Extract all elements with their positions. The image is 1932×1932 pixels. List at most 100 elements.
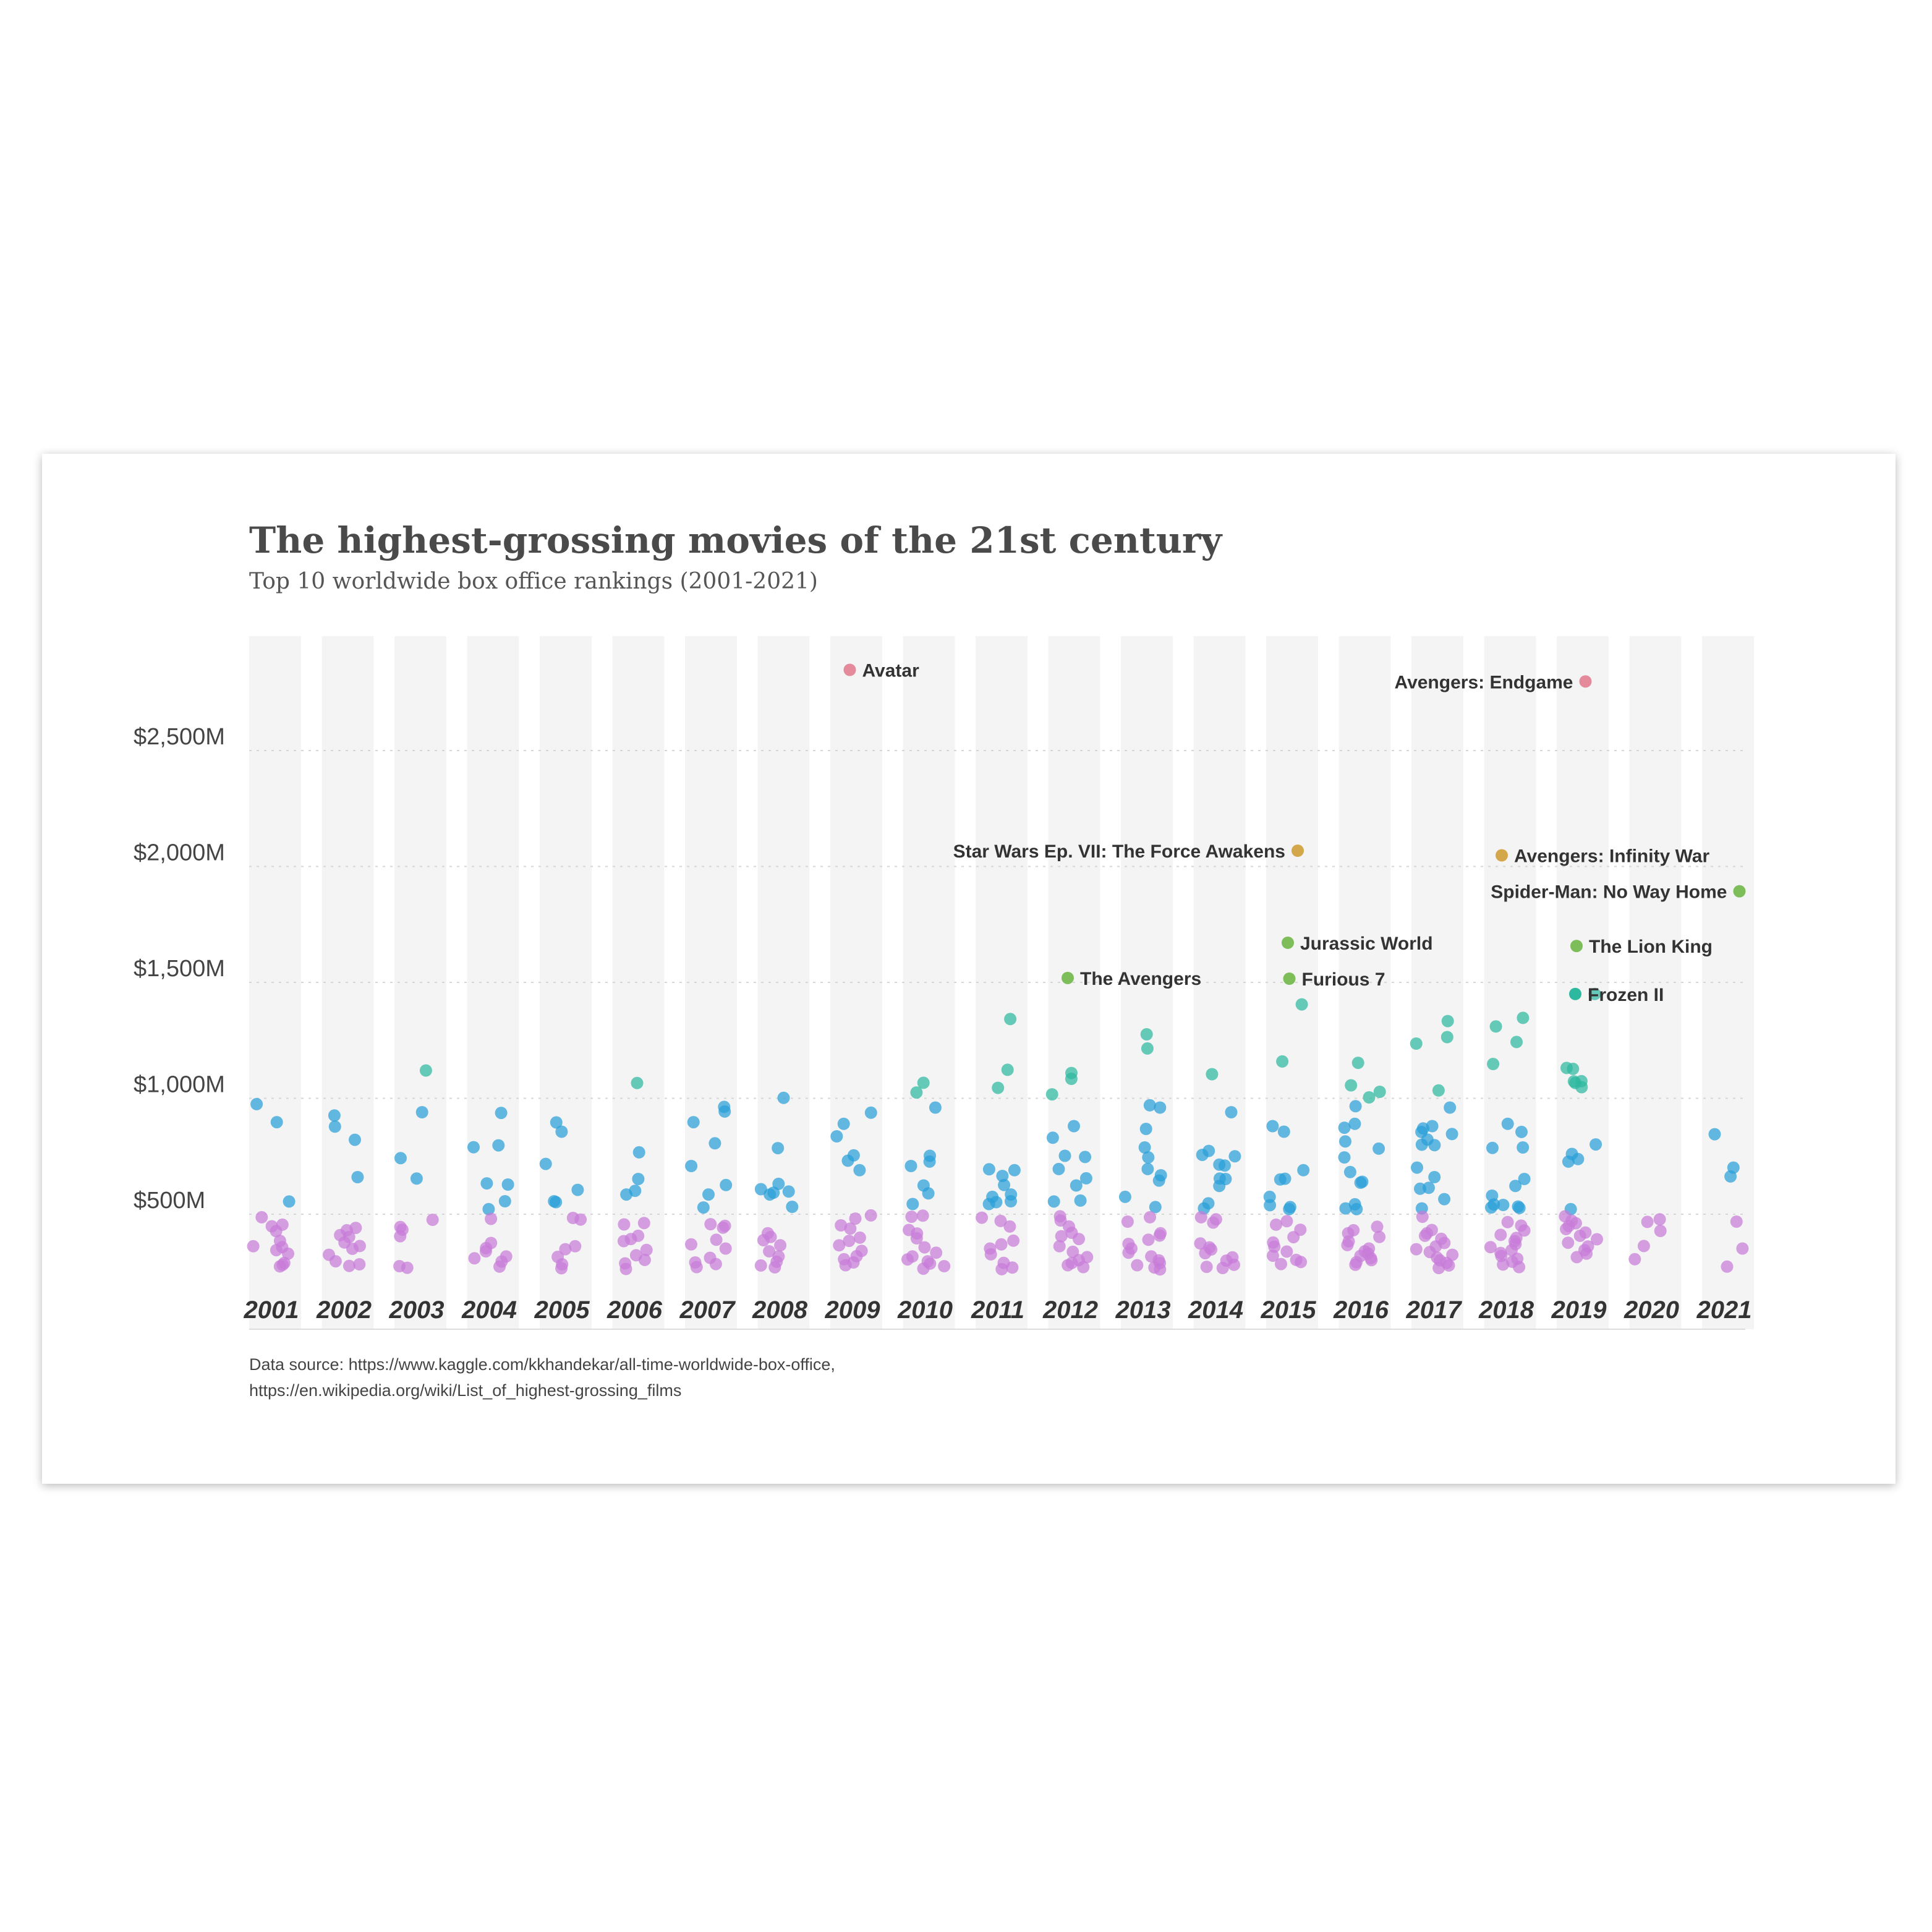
data-point [539,1157,552,1170]
data-point [1736,1242,1749,1255]
data-point [632,1146,645,1159]
data-point [904,1160,917,1172]
data-point [1428,1139,1441,1152]
data-point [938,1260,951,1272]
annotated-point [1062,971,1074,984]
data-point [1283,1202,1296,1215]
data-point [1142,1151,1155,1164]
gridlines [249,750,1745,1215]
data-point [1264,1199,1277,1212]
y-tick-label: $1,000M [134,1072,225,1098]
data-point [1371,1220,1384,1233]
annotated-point [1282,936,1294,949]
data-point [918,1241,931,1254]
data-point [1373,1086,1386,1098]
annotation-label: Jurassic World [1300,934,1433,954]
data-point [1001,1063,1014,1076]
data-point [833,1239,846,1252]
data-point [1440,1031,1453,1044]
data-point [1138,1141,1151,1154]
data-point [1562,1155,1575,1168]
data-point [1131,1259,1144,1272]
annotated-point [843,663,856,676]
data-point [719,1242,732,1255]
x-tick-label: 2016 [1333,1296,1389,1324]
x-tick-label: 2013 [1115,1296,1171,1324]
data-point [1573,1229,1586,1242]
data-point [1276,1055,1289,1068]
source-line-1: Data source: https://www.kaggle.com/kkha… [249,1355,835,1374]
annotation-label: Avengers: Infinity War [1514,846,1709,867]
data-point [830,1130,843,1143]
x-tick-label: 2012 [1042,1296,1098,1324]
data-point [550,1116,563,1129]
data-point [786,1201,799,1213]
data-point [1275,1258,1287,1270]
data-point [1351,1057,1364,1070]
data-point [1501,1215,1514,1228]
data-point [283,1195,296,1208]
data-point [1295,1256,1308,1269]
data-point [1513,1261,1526,1274]
data-point [1052,1162,1065,1175]
data-point [1484,1241,1497,1254]
data-point [1372,1142,1385,1155]
data-point [1122,1246,1135,1259]
x-tick-label: 2004 [461,1296,517,1324]
data-point [480,1177,493,1190]
data-point [709,1258,722,1270]
data-point [1005,1195,1017,1207]
data-point [1410,1037,1423,1050]
data-point [922,1187,935,1200]
data-point [930,1246,943,1259]
data-point [1570,1251,1583,1264]
data-point [1266,1120,1279,1133]
data-point [916,1209,929,1222]
data-point [923,1155,936,1168]
data-point [638,1253,651,1266]
data-point [1730,1215,1743,1228]
data-point [1343,1165,1356,1178]
data-point [1349,1258,1362,1271]
data-point [273,1260,286,1273]
data-point [353,1258,366,1270]
data-point [1144,1211,1156,1223]
data-point [1006,1261,1019,1274]
annotated-point [1496,849,1508,862]
data-point [709,1137,721,1150]
data-point [1206,1068,1219,1081]
annotation-label: Furious 7 [1302,969,1385,990]
x-tick-label: 2020 [1623,1296,1679,1324]
data-point [1345,1079,1358,1092]
data-point [1152,1174,1165,1187]
data-point [1274,1173,1287,1186]
data-point [992,1081,1005,1094]
data-point [247,1240,260,1253]
data-point [1213,1180,1226,1193]
data-point [864,1209,877,1222]
data-point [1070,1179,1083,1192]
data-point [1295,998,1308,1011]
data-point [1003,1220,1016,1233]
chart-title: The highest-grossing movies of the 21st … [249,519,1223,561]
data-point [1079,1172,1092,1185]
data-point [1045,1088,1058,1101]
data-point [1518,1224,1531,1237]
data-point [984,1248,997,1261]
data-point [1562,1236,1575,1249]
data-point [917,1262,930,1275]
data-point [1121,1215,1134,1228]
data-point [1509,1180,1522,1193]
data-point [1142,1233,1155,1246]
data-points [247,987,1749,1276]
data-point [618,1218,631,1231]
data-point [555,1262,568,1275]
data-point [976,1211,989,1224]
data-point [843,1235,856,1248]
data-point [1489,1020,1502,1033]
data-point [468,1252,481,1265]
data-point [1270,1218,1282,1231]
data-point [1513,1201,1526,1214]
data-point [1432,1262,1445,1274]
data-point [1149,1201,1162,1214]
